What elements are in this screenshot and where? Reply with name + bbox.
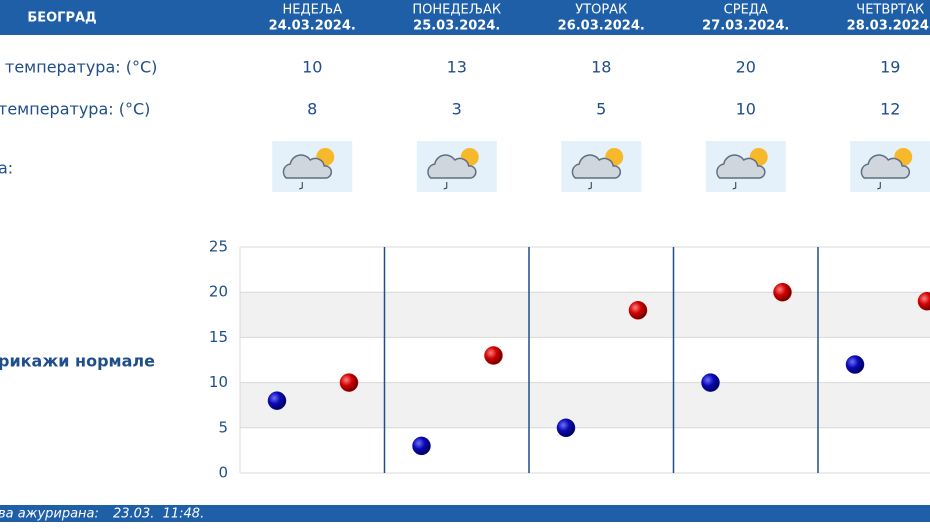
cell-value: 10 bbox=[736, 100, 756, 119]
y-tick-label: 15 bbox=[209, 328, 228, 346]
cell-value: 8 bbox=[307, 100, 317, 119]
day-date: 24.03.2024. bbox=[269, 19, 356, 34]
row-label: температура: (°C) bbox=[5, 58, 157, 77]
temp-point bbox=[628, 301, 648, 320]
cell-value: 5 bbox=[596, 100, 606, 119]
day-name: ПОНЕДЕЉАК bbox=[412, 3, 501, 18]
icon-rain bbox=[877, 182, 881, 190]
cell-value: 12 bbox=[880, 100, 900, 119]
row-label: температура: (°C) bbox=[0, 100, 150, 119]
cell-value: 10 bbox=[302, 58, 322, 77]
y-tick-label: 0 bbox=[218, 464, 228, 482]
y-tick-label: 10 bbox=[209, 373, 228, 391]
icon-cloud bbox=[427, 154, 477, 179]
weather-icon bbox=[416, 141, 497, 192]
day-name: СРЕДА bbox=[724, 3, 768, 18]
footer-bar bbox=[0, 505, 930, 522]
day-name: ЧЕТВРТАК bbox=[856, 3, 924, 18]
y-tick-label: 20 bbox=[209, 283, 228, 301]
y-tick-label: 5 bbox=[218, 418, 228, 436]
temp-point bbox=[845, 355, 865, 374]
header-bar bbox=[0, 0, 930, 35]
normals-toggle[interactable]: рикажи нормале bbox=[0, 352, 155, 371]
day-name: НЕДЕЉА bbox=[283, 3, 343, 18]
temp-point bbox=[701, 373, 720, 392]
updated-label: ва ажурирана: bbox=[0, 507, 99, 522]
day-date: 25.03.2024. bbox=[413, 19, 500, 34]
weather-icon bbox=[850, 141, 930, 192]
day-date: 28.03.2024. bbox=[847, 19, 930, 34]
icon-rain bbox=[443, 182, 448, 190]
icon-rain bbox=[732, 182, 737, 190]
weather-icon bbox=[705, 141, 786, 192]
y-tick-label: 25 bbox=[209, 238, 228, 256]
day-date: 26.03.2024. bbox=[558, 19, 645, 34]
icon-cloud bbox=[282, 154, 333, 179]
cell-value: 19 bbox=[880, 58, 900, 77]
updated-time: 23.03. 11:48. bbox=[113, 507, 204, 522]
icon-rain bbox=[299, 182, 303, 190]
weather-icon bbox=[272, 141, 353, 192]
grid-band bbox=[240, 292, 930, 338]
day-name: УТОРАК bbox=[575, 3, 627, 18]
weather-icon bbox=[561, 141, 642, 192]
icon-cloud bbox=[716, 154, 766, 179]
icon-rain bbox=[588, 182, 592, 190]
cell-value: 20 bbox=[736, 58, 756, 77]
temp-point bbox=[556, 418, 576, 438]
cell-value: 13 bbox=[447, 58, 467, 77]
temp-point bbox=[412, 436, 431, 456]
icon-cloud bbox=[860, 154, 911, 179]
row-label: а: bbox=[0, 159, 13, 178]
temp-point bbox=[917, 291, 930, 311]
temp-point bbox=[339, 373, 359, 392]
cell-value: 3 bbox=[452, 100, 462, 119]
temp-point bbox=[484, 346, 503, 365]
day-date: 27.03.2024. bbox=[702, 19, 789, 34]
temp-point bbox=[773, 282, 792, 302]
temp-point bbox=[267, 391, 287, 410]
icon-cloud bbox=[571, 154, 622, 179]
city: БЕОГРАД bbox=[27, 11, 96, 26]
cell-value: 18 bbox=[591, 58, 611, 77]
grid-band bbox=[240, 382, 930, 428]
